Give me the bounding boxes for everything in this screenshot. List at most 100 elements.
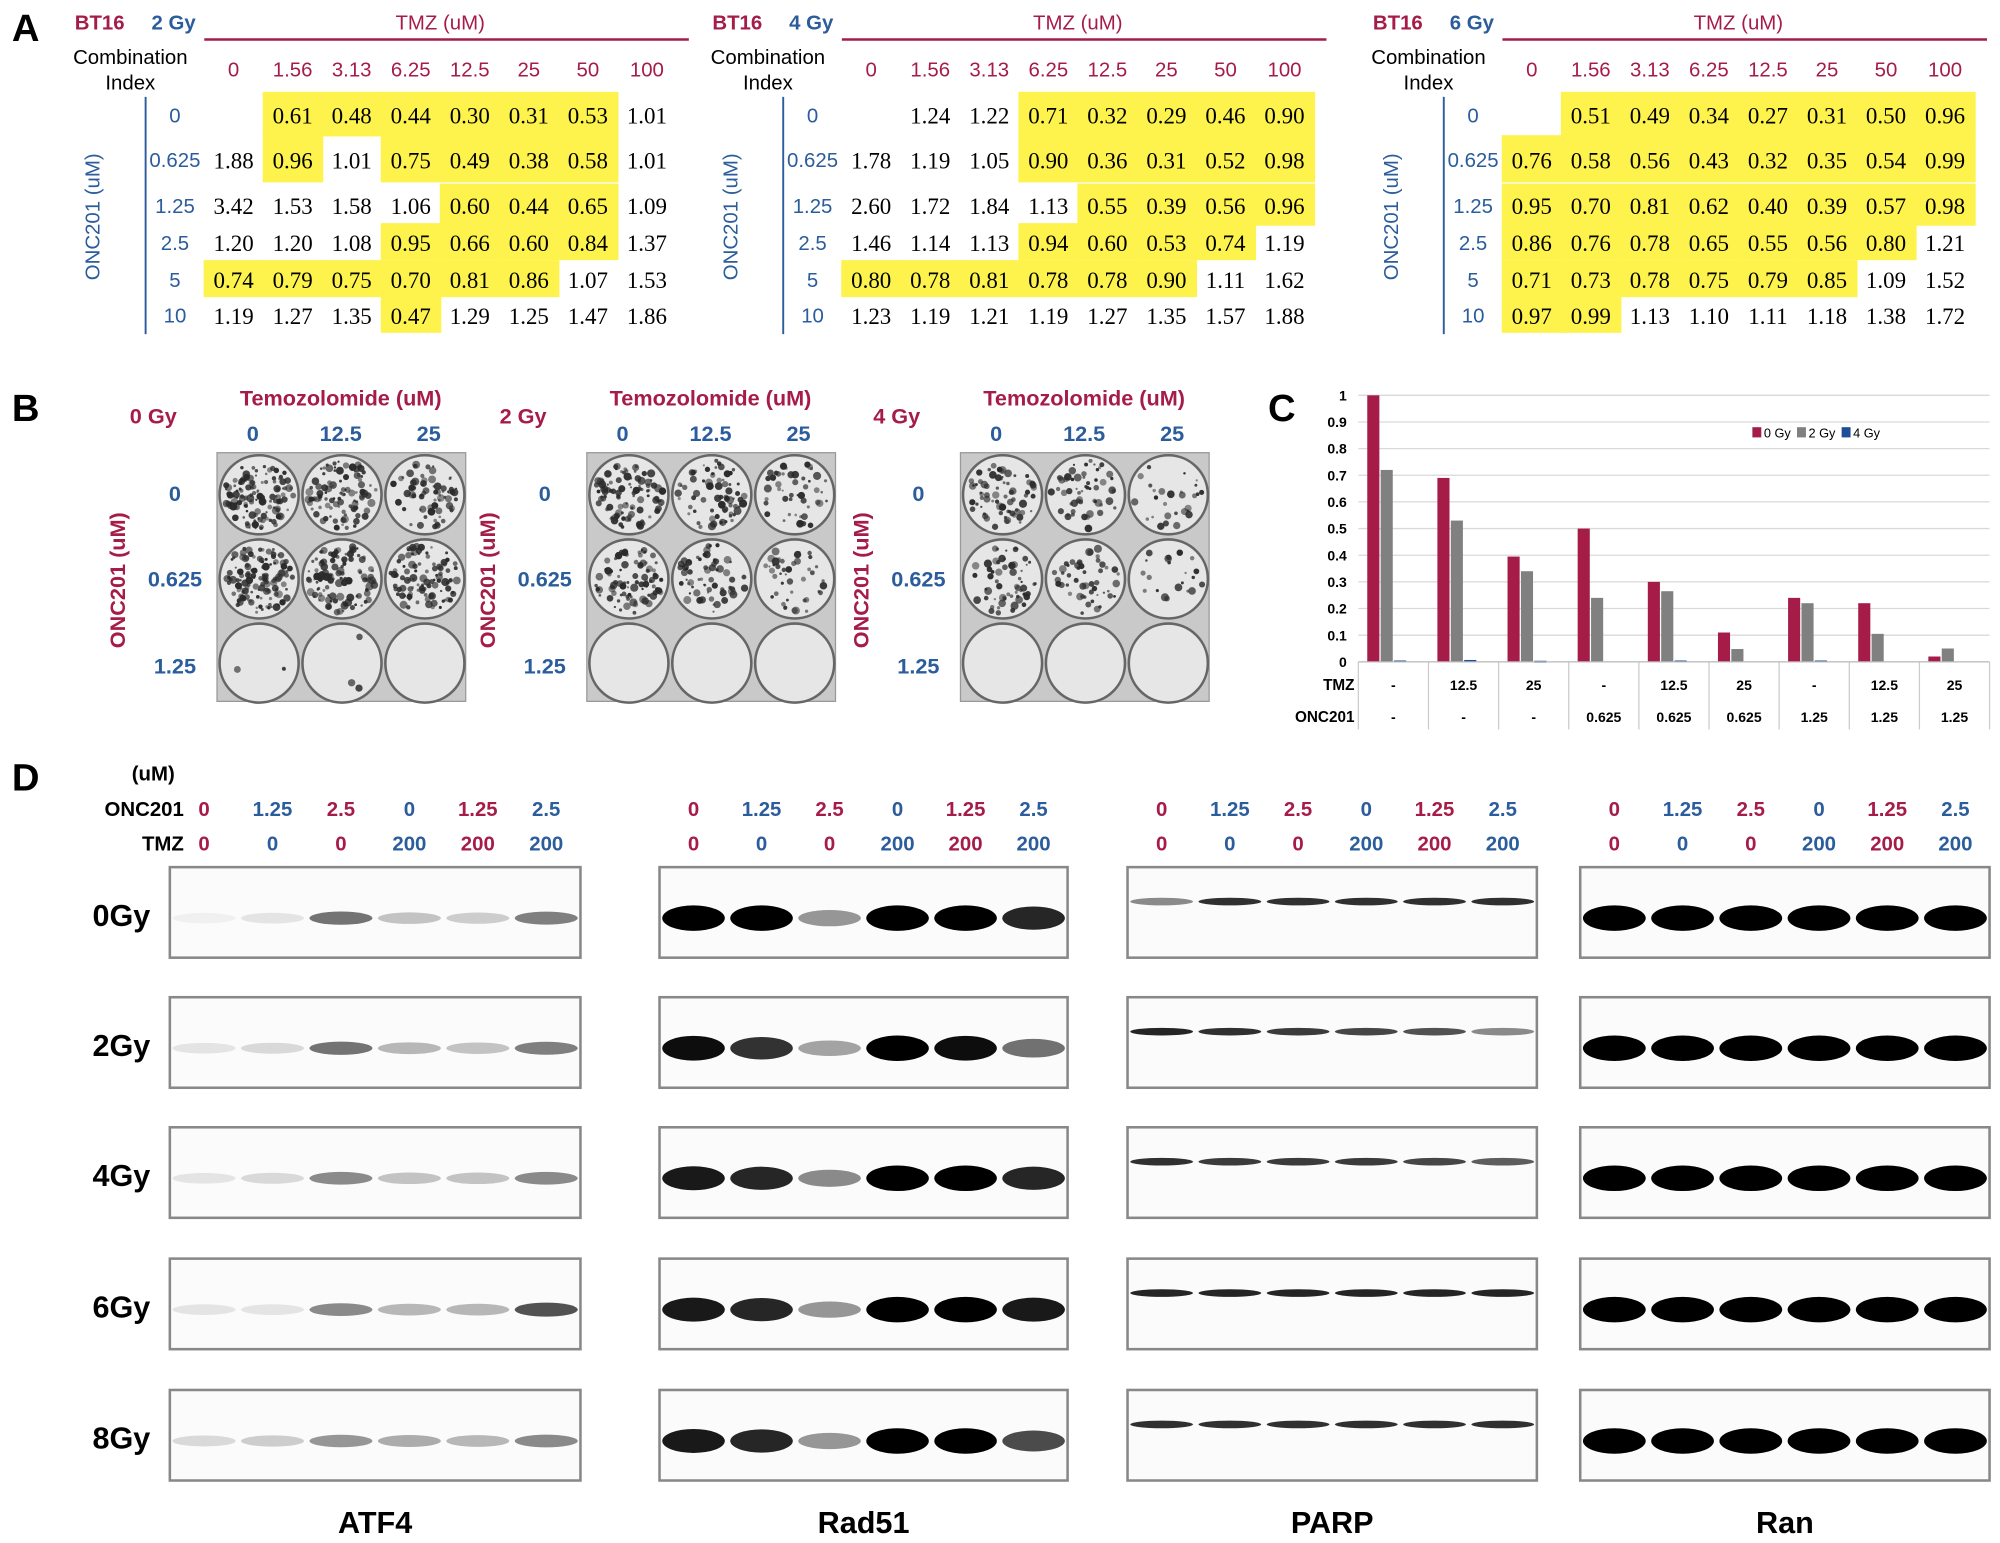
ci-value: 1.27 [273, 304, 313, 329]
colony [443, 598, 447, 602]
bar [1731, 649, 1744, 662]
colony [1051, 569, 1058, 576]
colony [735, 490, 741, 496]
colony [260, 607, 264, 611]
tmz-row-label: TMZ [142, 834, 184, 856]
ci-value: 0.70 [1571, 194, 1611, 219]
colony [613, 605, 617, 609]
colony [224, 487, 228, 491]
band [377, 1303, 441, 1316]
colony [264, 479, 269, 485]
colony [341, 579, 344, 582]
ci-value: 0.66 [450, 231, 490, 256]
colony [272, 479, 277, 484]
colony [615, 509, 623, 517]
colony [641, 470, 647, 477]
highlight-cell [1856, 223, 1917, 261]
colony [396, 586, 402, 593]
dose-label: 6Gy [92, 1290, 150, 1324]
band [866, 1035, 929, 1061]
colony [1065, 583, 1070, 587]
highlight-cell [1619, 223, 1681, 261]
ci-value: 0.98 [1264, 148, 1304, 173]
colony [621, 549, 629, 557]
blot-strip [658, 1257, 1069, 1351]
colony [399, 600, 408, 609]
bar [1577, 528, 1590, 662]
ci-value: 0.76 [1512, 148, 1552, 173]
bar [1367, 395, 1380, 662]
column-header: 100 [1928, 60, 1962, 82]
panel-letter: A [12, 7, 40, 50]
tmz-dose: 200 [1870, 834, 1904, 856]
colony [680, 569, 688, 577]
band [172, 912, 236, 924]
band [309, 1303, 373, 1317]
band [446, 1303, 510, 1316]
colony [711, 472, 715, 476]
colony [634, 580, 639, 585]
row-header: 5 [169, 270, 180, 292]
colony [403, 576, 411, 584]
colony [397, 553, 406, 561]
band [514, 1302, 578, 1317]
colony [783, 605, 788, 610]
colony [1005, 549, 1008, 552]
colony [430, 599, 438, 607]
ci-value: 0.65 [568, 194, 608, 219]
colony [773, 591, 779, 597]
colony [265, 548, 272, 555]
band [1130, 1157, 1194, 1166]
ci-value: 0.97 [1512, 304, 1552, 329]
colony [703, 550, 711, 559]
colony [322, 588, 326, 592]
colony [432, 484, 436, 488]
colony [1025, 473, 1030, 478]
colony [819, 581, 828, 590]
colony [601, 488, 609, 496]
highlight-cell [1737, 183, 1799, 226]
colony [721, 478, 725, 482]
tmz-dose: 200 [461, 834, 495, 856]
column-header: 12.5 [320, 421, 362, 446]
ci-value: 0.38 [509, 148, 549, 173]
ci-value: 1.72 [1925, 304, 1965, 329]
western-blot-ran: 0 0 1.25 0 2.5 0 0 200 1.25 200 2.5 200 [1578, 799, 1991, 1482]
colony [980, 505, 983, 508]
ci-value: 0.61 [273, 104, 313, 129]
band [1198, 1027, 1262, 1036]
colony [390, 480, 397, 488]
ci-label: Combination [73, 47, 187, 69]
colony [289, 486, 293, 490]
colony [1029, 509, 1033, 513]
tmz-dose: 200 [529, 834, 563, 856]
band [1787, 905, 1851, 931]
onc-dose: 0 [1813, 799, 1824, 821]
colony [804, 609, 809, 613]
row-header: 0.625 [891, 567, 945, 592]
colony [652, 589, 659, 596]
colony [772, 573, 778, 579]
dose-label: 4 Gy [873, 403, 920, 428]
colony [414, 569, 418, 573]
ci-value: 0.32 [1087, 104, 1127, 129]
unit-label: (uM) [132, 763, 175, 785]
colony [622, 501, 629, 509]
colony [707, 483, 714, 490]
colony [324, 585, 330, 590]
band [1787, 1428, 1851, 1454]
row-header: 1.25 [524, 653, 566, 678]
band [1002, 1038, 1065, 1058]
colony [1018, 521, 1022, 524]
colony [1095, 467, 1100, 472]
ci-value: 0.94 [1028, 231, 1069, 256]
colony [342, 462, 350, 469]
colony [348, 463, 357, 471]
colony [1018, 499, 1028, 508]
colony [728, 470, 733, 476]
ci-value: 0.71 [1512, 268, 1552, 293]
colony [648, 515, 652, 519]
ci-label: Combination [711, 47, 825, 69]
colony [771, 477, 776, 481]
onc-dose: 2.5 [1019, 799, 1047, 821]
